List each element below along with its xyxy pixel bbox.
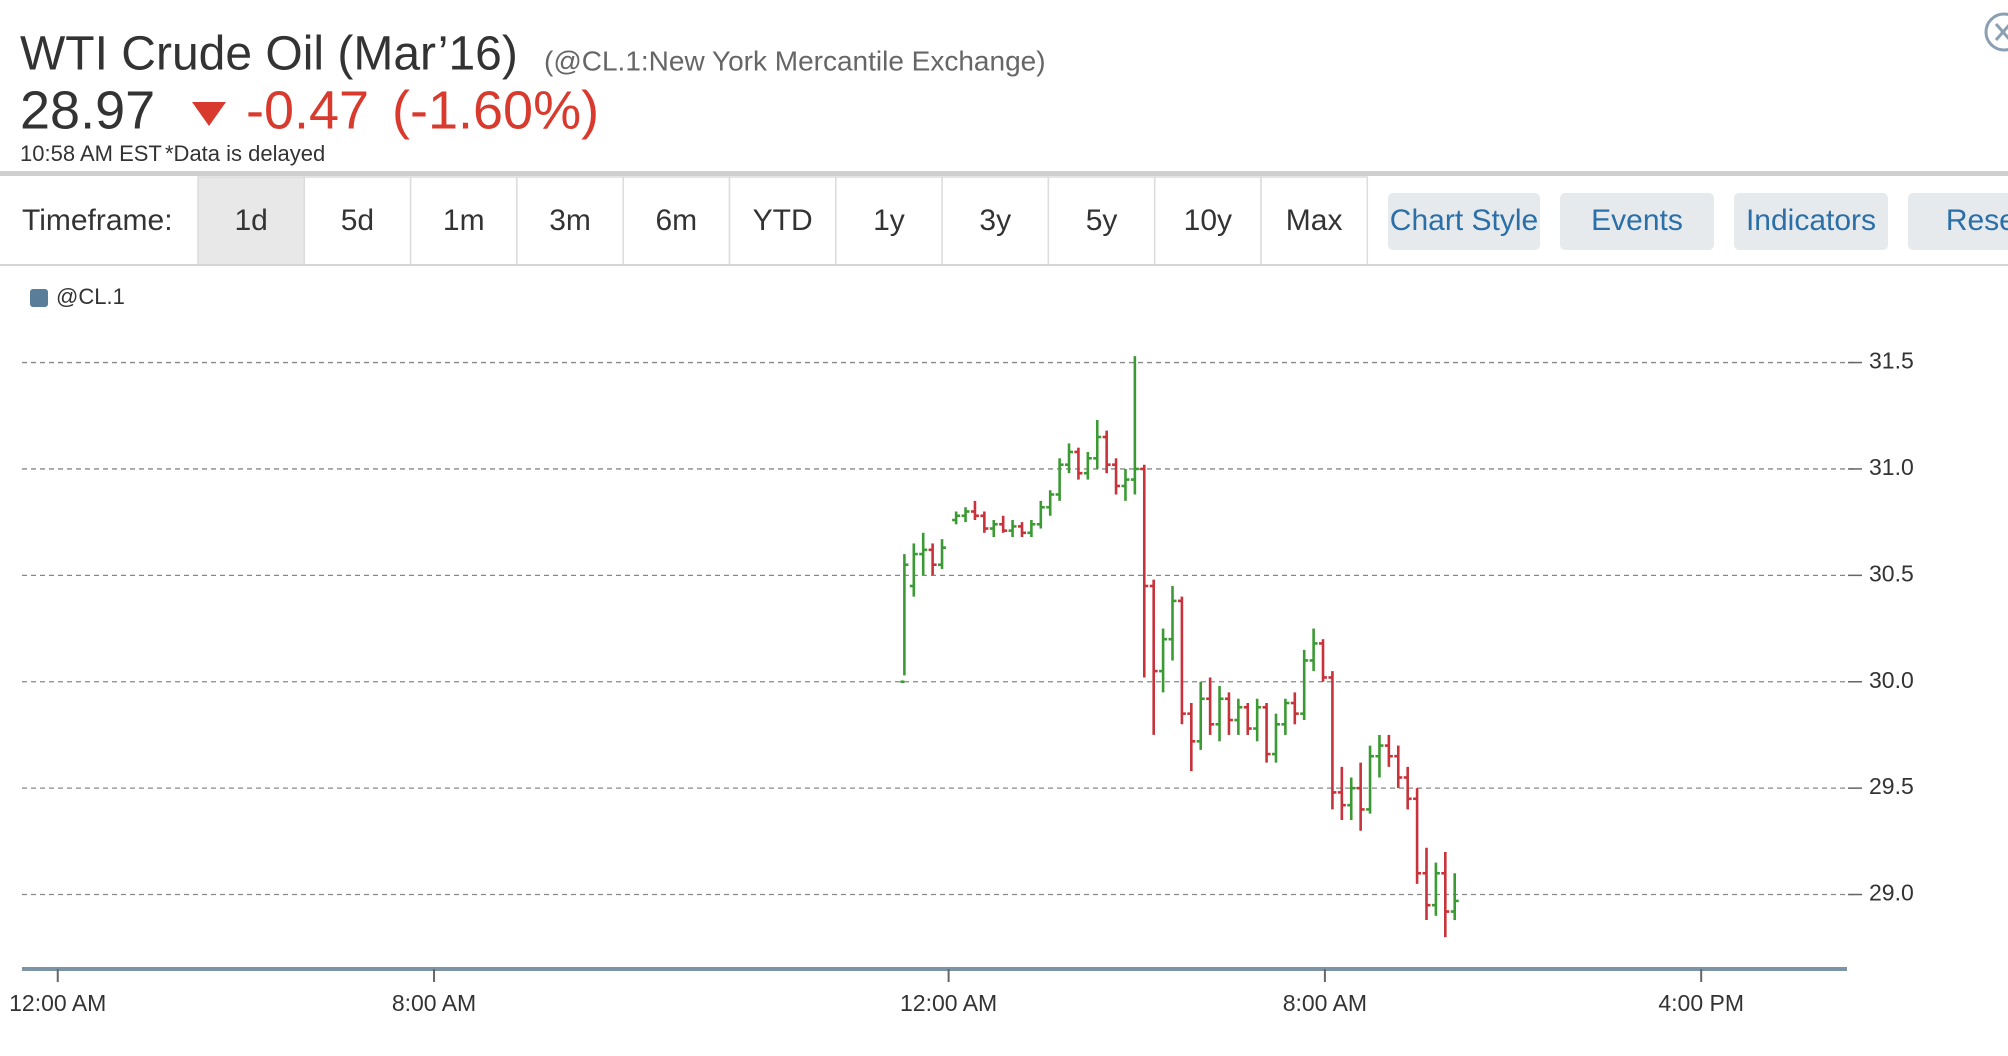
y-tick-label: 31.5 <box>1869 348 1914 374</box>
timeframe-button-label: 6m <box>656 204 698 237</box>
close-button[interactable] <box>1984 12 2008 52</box>
tool-button[interactable] <box>1388 193 1540 250</box>
legend-label: @CL.1 <box>56 284 125 309</box>
y-tick-label: 29.5 <box>1869 773 1914 799</box>
tool-button[interactable] <box>1734 193 1888 250</box>
quote-time: 10:58 AM EST <box>20 141 162 166</box>
timeframe-button[interactable] <box>1047 176 1156 266</box>
timeframe-button-label: 10y <box>1184 204 1232 237</box>
timeframe-button[interactable] <box>1260 176 1369 266</box>
timeframe-button-label: 1m <box>443 204 485 237</box>
timeframe-button-label: 1d <box>234 204 267 237</box>
x-tick-label: 8:00 AM <box>392 990 476 1016</box>
down-arrow <box>192 102 226 126</box>
instrument-title: WTI Crude Oil (Mar’16) <box>20 28 518 81</box>
timeframe-button-label: 3y <box>979 204 1011 237</box>
timeframe-button-label: 5y <box>1086 204 1118 237</box>
y-tick-label: 30.5 <box>1869 560 1914 586</box>
timeframe-button[interactable] <box>728 176 837 266</box>
timeframe-button[interactable] <box>1153 176 1262 266</box>
price-change-percent: (-1.60%) <box>392 80 599 140</box>
timeframe-button-label: 5d <box>341 204 374 237</box>
timeframe-button-label: YTD <box>753 204 813 237</box>
last-price: 28.97 <box>20 80 155 140</box>
tool-button[interactable] <box>1908 193 2008 250</box>
y-tick-label: 29.0 <box>1869 880 1914 906</box>
tool-button-label: Indicators <box>1746 204 1876 237</box>
timeframe-label: Timeframe: <box>22 204 173 237</box>
tool-button-label: Reset <box>1946 204 2008 237</box>
timeframe-button-label: 1y <box>873 204 905 237</box>
y-tick-label: 30.0 <box>1869 667 1914 693</box>
timeframe-button[interactable] <box>303 176 412 266</box>
tool-button-label: Events <box>1591 204 1683 237</box>
x-tick-label: 8:00 AM <box>1283 990 1367 1016</box>
timeframe-button-label: 3m <box>549 204 591 237</box>
tool-button[interactable] <box>1560 193 1714 250</box>
x-tick-label: 12:00 AM <box>9 990 106 1016</box>
x-tick-label: 4:00 PM <box>1658 990 1744 1016</box>
x-tick-label: 12:00 AM <box>900 990 997 1016</box>
instrument-symbol: (@CL.1:New York Mercantile Exchange) <box>544 45 1046 76</box>
header-divider <box>0 171 2008 176</box>
tool-button-label: Chart Style <box>1390 204 1538 237</box>
y-tick-label: 31.0 <box>1869 454 1914 480</box>
delay-note: *Data is delayed <box>165 141 325 166</box>
chart: @CL.1 31.5 31.0 30.5 30.0 29.5 29.0 12:00 AM 8:0… <box>9 284 1914 1016</box>
toolbar: Timeframe: 1d 5d 1m 3m 6m YTD 1y 3y 5y 10y Max Char… <box>22 176 2008 266</box>
timeframe-button-label: Max <box>1286 204 1343 237</box>
legend-swatch <box>30 289 48 307</box>
price-change: -0.47 <box>246 80 369 140</box>
